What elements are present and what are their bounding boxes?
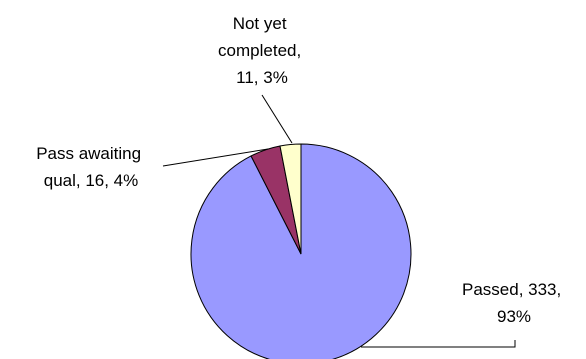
- leader-lines: [162, 94, 516, 348]
- pie-slice-passed: [190, 143, 412, 359]
- leader-line-passed: [361, 340, 516, 348]
- data-labels: Passed, 333, 93% Pass awaiting qual, 16,…: [36, 14, 566, 326]
- data-label-pass-awaiting-qual: Pass awaiting qual, 16, 4%: [36, 144, 146, 190]
- pie-slices: [190, 143, 412, 359]
- pie-slice-not-yet-completed: [279, 143, 302, 255]
- data-label-passed: Passed, 333, 93%: [462, 280, 566, 326]
- leader-line-not-yet-completed: [261, 94, 293, 144]
- leader-line-pass-awaiting-qual: [162, 148, 269, 167]
- data-label-not-yet-completed: Not yet completed, 11, 3%: [218, 14, 306, 87]
